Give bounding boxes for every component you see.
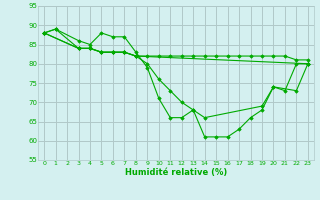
X-axis label: Humidité relative (%): Humidité relative (%) [125, 168, 227, 177]
